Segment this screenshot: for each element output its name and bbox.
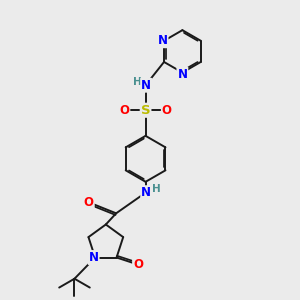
Text: N: N [141, 79, 151, 92]
Text: H: H [133, 77, 142, 87]
Text: O: O [84, 196, 94, 208]
Text: S: S [141, 104, 150, 117]
Text: H: H [152, 184, 161, 194]
Text: O: O [119, 104, 129, 117]
Text: O: O [133, 258, 143, 271]
Text: N: N [141, 186, 151, 199]
Text: N: N [88, 251, 99, 264]
Text: N: N [158, 34, 168, 47]
Text: N: N [177, 68, 188, 80]
Text: O: O [162, 104, 172, 117]
